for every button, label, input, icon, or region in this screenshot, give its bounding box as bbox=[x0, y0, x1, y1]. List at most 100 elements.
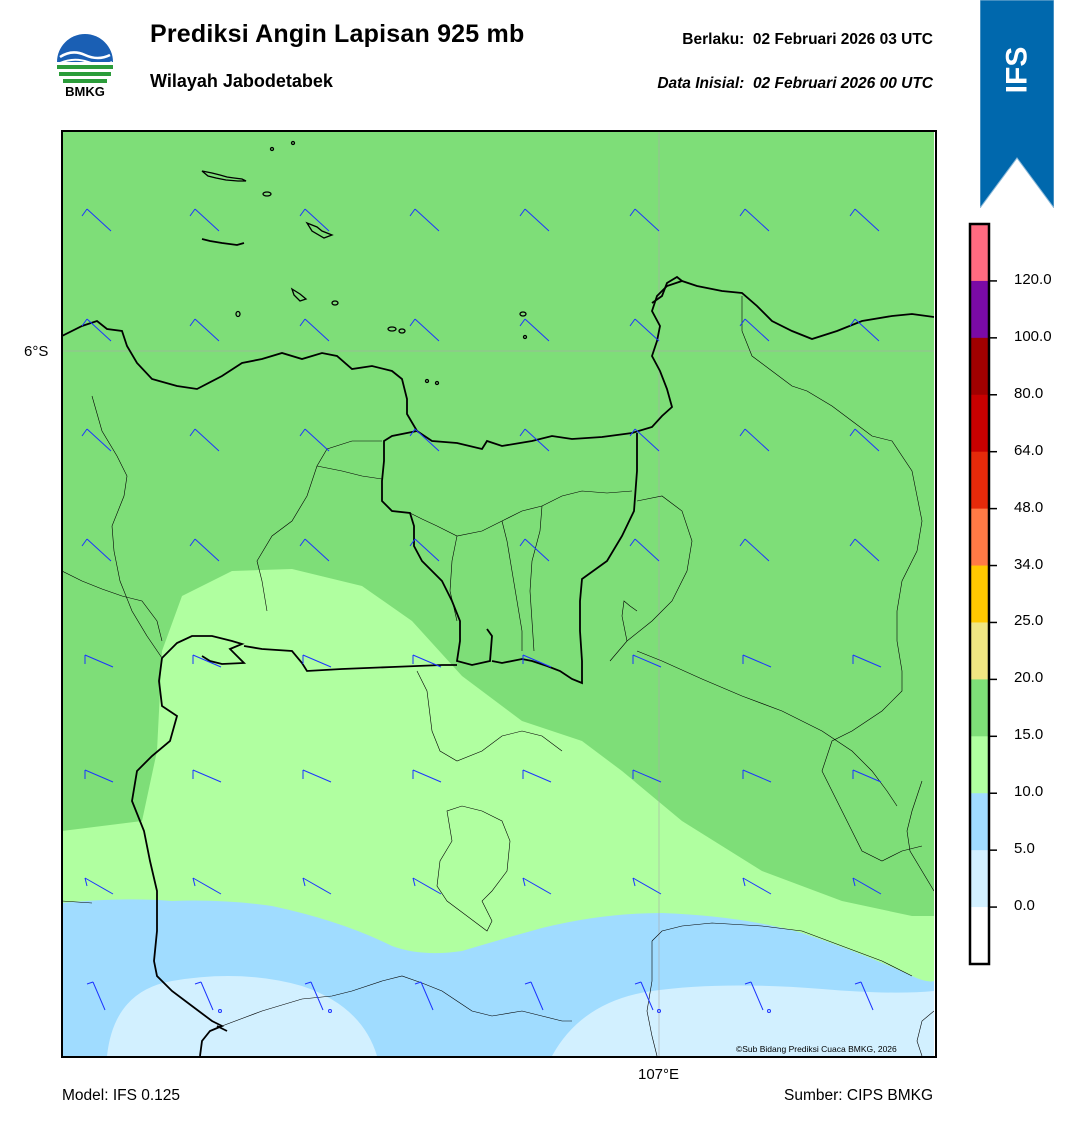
wind-barb bbox=[189, 428, 220, 452]
wind-barb bbox=[739, 318, 770, 342]
wind-barb bbox=[744, 981, 764, 1011]
wind-barb bbox=[849, 538, 880, 562]
colorbar-cell bbox=[970, 337, 989, 396]
wind-barb bbox=[632, 654, 662, 668]
wind-barb bbox=[522, 769, 552, 783]
wind-barb bbox=[84, 654, 114, 668]
lon-label: 107°E bbox=[638, 1066, 680, 1083]
wind-barb bbox=[299, 538, 330, 562]
wind-barb bbox=[192, 877, 222, 895]
wind-barb bbox=[519, 318, 550, 342]
map-frame bbox=[61, 130, 937, 1058]
colorbar-label: 10.0 bbox=[1014, 783, 1044, 801]
colorbar-label: 64.0 bbox=[1014, 441, 1044, 459]
wind-barb bbox=[189, 208, 220, 232]
wind-barb bbox=[632, 769, 662, 783]
wind-barb bbox=[519, 208, 550, 232]
wind-barb bbox=[629, 538, 660, 562]
wind-barb bbox=[86, 981, 106, 1011]
region-subtitle: Wilayah Jabodetabek bbox=[150, 71, 333, 91]
colorbar-label: 0.0 bbox=[1014, 897, 1035, 915]
wind-barb bbox=[302, 877, 332, 895]
lat-label: 6°S bbox=[24, 343, 49, 360]
wind-barb bbox=[849, 318, 880, 342]
wind-barb bbox=[302, 769, 332, 783]
wind-map bbox=[62, 131, 934, 1056]
wind-barb bbox=[192, 769, 222, 783]
wind-barb bbox=[739, 428, 770, 452]
colorbar-label: 48.0 bbox=[1014, 498, 1044, 516]
wind-barb bbox=[412, 877, 442, 895]
colorbar-label: 25.0 bbox=[1014, 612, 1044, 630]
wind-barb bbox=[192, 654, 222, 668]
wind-barb bbox=[742, 769, 772, 783]
wind-barb bbox=[304, 981, 324, 1011]
wind-barb bbox=[519, 538, 550, 562]
wind-barb bbox=[189, 318, 220, 342]
colorbar-label: 5.0 bbox=[1014, 840, 1035, 858]
colorbar-label: 100.0 bbox=[1014, 327, 1052, 345]
initial-data-time: Data Inisial: 02 Februari 2026 00 UTC bbox=[657, 75, 933, 92]
wind-barb bbox=[84, 769, 114, 783]
district-boundaries bbox=[62, 296, 934, 1056]
bmkg-logo-icon bbox=[57, 34, 113, 83]
wind-barb bbox=[81, 318, 112, 342]
wind-barb bbox=[524, 981, 544, 1011]
wind-barb bbox=[299, 208, 330, 232]
small-markers bbox=[218, 1009, 771, 1013]
thousand-islands bbox=[201, 140, 528, 386]
wind-barb bbox=[739, 538, 770, 562]
wind-barb bbox=[629, 208, 660, 232]
wind-barb bbox=[302, 654, 332, 668]
colorbar-cell bbox=[970, 451, 989, 510]
coastline bbox=[62, 238, 934, 1056]
model-badge: IFS bbox=[999, 46, 1033, 94]
wind-barb bbox=[414, 981, 434, 1011]
colorbar-frame bbox=[968, 222, 991, 966]
model-ribbon bbox=[980, 0, 1054, 208]
ribbon-shape bbox=[980, 0, 1054, 208]
wind-band-0-5-west bbox=[107, 976, 377, 1056]
colorbar-cell bbox=[970, 736, 989, 794]
colorbar-cell bbox=[970, 508, 989, 567]
copyright-text: ©Sub Bidang Prediksi Cuaca BMKG, 2026 bbox=[736, 1044, 897, 1054]
wind-barb bbox=[739, 208, 770, 232]
colorbar-label: 80.0 bbox=[1014, 384, 1044, 402]
colorbar-label: 34.0 bbox=[1014, 555, 1044, 573]
logo-text: BMKG bbox=[65, 84, 105, 99]
colorbar-cell bbox=[970, 793, 989, 851]
wind-barbs bbox=[81, 208, 882, 1011]
wind-barb bbox=[852, 877, 882, 895]
wind-barb bbox=[412, 654, 442, 668]
colorbar-cell bbox=[970, 565, 989, 623]
wind-barb bbox=[194, 981, 214, 1011]
wind-barb bbox=[742, 877, 772, 895]
wind-barb bbox=[519, 428, 550, 452]
wind-barb bbox=[299, 428, 330, 452]
wind-barb bbox=[409, 318, 440, 342]
wind-barb bbox=[409, 208, 440, 232]
wind-barb bbox=[634, 981, 654, 1011]
wind-barb bbox=[81, 428, 112, 452]
wind-barb bbox=[632, 877, 662, 895]
colorbar-cell bbox=[970, 907, 989, 965]
wind-barb bbox=[522, 877, 552, 895]
wind-barb bbox=[629, 428, 660, 452]
wind-barb bbox=[81, 538, 112, 562]
wind-barb bbox=[629, 318, 660, 342]
colorbar-cell bbox=[970, 394, 989, 453]
wind-barb bbox=[412, 769, 442, 783]
colorbar-label: 120.0 bbox=[1014, 270, 1052, 288]
wind-barb bbox=[742, 654, 772, 668]
wind-barb bbox=[81, 208, 112, 232]
source-info: Sumber: CIPS BMKG bbox=[783, 1087, 933, 1104]
wind-barb bbox=[409, 538, 440, 562]
wind-barb bbox=[849, 208, 880, 232]
wind-barb bbox=[852, 769, 882, 783]
colorbar bbox=[968, 222, 997, 966]
model-info: Model: IFS 0.125 bbox=[62, 1087, 181, 1104]
colorbar-cell bbox=[970, 679, 989, 737]
wind-barb bbox=[852, 654, 882, 668]
colorbar-cell bbox=[970, 850, 989, 908]
colorbar-label: 15.0 bbox=[1014, 726, 1044, 744]
